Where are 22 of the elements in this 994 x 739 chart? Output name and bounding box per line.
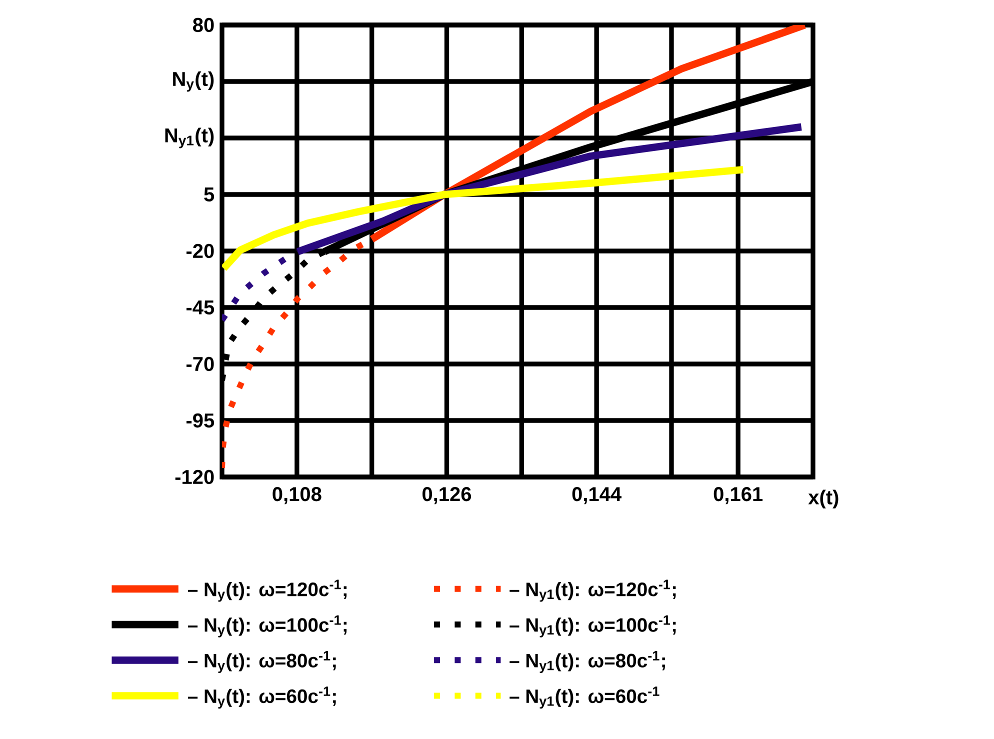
x-tick-label: 0,144	[572, 487, 622, 504]
legend-label: – N$_{y1}$(t): ω=100c$^{-1}$;	[510, 615, 676, 638]
legend-label: – N$_{y}$(t): ω=60c$^{-1}$;	[188, 686, 336, 709]
legend-label: – N$_{y}$(t): ω=100c$^{-1}$;	[188, 615, 347, 638]
y-tick-label: -45	[186, 300, 214, 314]
y-tick-label: 80	[193, 18, 214, 32]
y-tick-label: -20	[186, 244, 214, 258]
x-tick-label: 0,108	[272, 487, 322, 504]
x-axis-title: x(t)	[808, 490, 838, 508]
y-tick-label: -70	[186, 356, 214, 372]
x-tick-label: 0,126	[422, 487, 472, 504]
legend-label: – N$_{y1}$(t): ω=80c$^{-1}$;	[510, 651, 665, 673]
y-tick-label: 5	[204, 188, 214, 202]
legend-label: – N$_{y1}$(t): ω=120c$^{-1}$;	[510, 580, 676, 602]
y-tick-label: N$_{y}$(t)	[173, 71, 214, 92]
y-tick-label: -95	[186, 413, 214, 428]
legend-label: – N$_{y}$(t): ω=80c$^{-1}$;	[188, 651, 336, 673]
x-tick-label: 0,161	[714, 487, 763, 504]
y-tick-label: N$_{y1}$(t)	[165, 128, 214, 148]
legend-label: – N$_{y}$(t): ω=120c$^{-1}$;	[188, 580, 347, 602]
legend-label: – N$_{y1}$(t): ω=60c$^{-1}$	[510, 686, 660, 709]
y-tick-label: -120	[175, 470, 214, 484]
